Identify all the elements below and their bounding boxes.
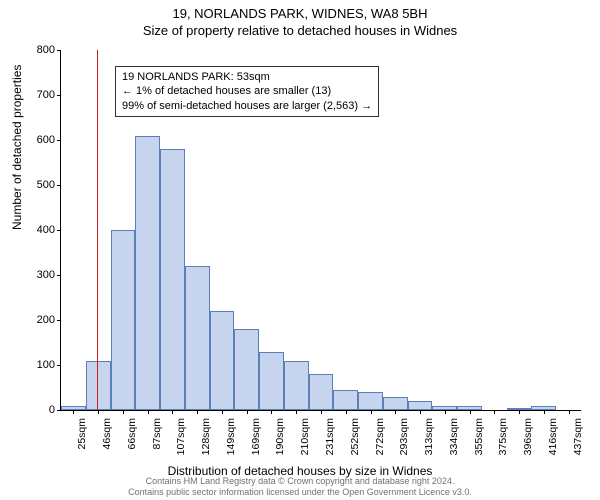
x-tick-label: 128sqm	[200, 418, 212, 455]
info-line-larger: 99% of semi-detached houses are larger (…	[122, 99, 372, 113]
x-tick-mark	[172, 410, 173, 414]
y-tick-mark	[57, 230, 61, 231]
y-tick-label: 400	[23, 224, 55, 236]
x-tick-mark	[197, 410, 198, 414]
y-tick-label: 100	[23, 359, 55, 371]
histogram-bar	[185, 266, 210, 410]
x-tick-mark	[346, 410, 347, 414]
y-tick-mark	[57, 365, 61, 366]
histogram-bar	[284, 361, 309, 411]
x-tick-mark	[73, 410, 74, 414]
x-tick-mark	[123, 410, 124, 414]
y-tick-mark	[57, 140, 61, 141]
histogram-bar	[135, 136, 160, 411]
x-tick-label: 272sqm	[374, 418, 386, 455]
footer-line2: Contains public sector information licen…	[0, 487, 600, 498]
y-tick-mark	[57, 275, 61, 276]
y-tick-mark	[57, 95, 61, 96]
x-tick-label: 210sqm	[299, 418, 311, 455]
x-tick-mark	[445, 410, 446, 414]
x-tick-mark	[420, 410, 421, 414]
y-tick-label: 800	[23, 44, 55, 56]
x-tick-mark	[148, 410, 149, 414]
x-tick-label: 437sqm	[572, 418, 584, 455]
chart-area: 010020030040050060070080025sqm46sqm66sqm…	[60, 50, 580, 410]
x-tick-label: 252sqm	[349, 418, 361, 455]
x-tick-label: 149sqm	[225, 418, 237, 455]
x-tick-label: 87sqm	[151, 418, 163, 450]
y-tick-mark	[57, 410, 61, 411]
y-tick-label: 0	[23, 404, 55, 416]
x-tick-label: 46sqm	[101, 418, 113, 450]
x-tick-mark	[569, 410, 570, 414]
x-tick-label: 355sqm	[473, 418, 485, 455]
x-tick-mark	[222, 410, 223, 414]
property-marker-line	[97, 50, 98, 410]
footer-attribution: Contains HM Land Registry data © Crown c…	[0, 476, 600, 498]
y-axis-label: Number of detached properties	[10, 65, 24, 230]
y-tick-label: 500	[23, 179, 55, 191]
footer-line1: Contains HM Land Registry data © Crown c…	[0, 476, 600, 487]
x-tick-label: 293sqm	[398, 418, 410, 455]
x-tick-label: 25sqm	[76, 418, 88, 450]
y-tick-label: 600	[23, 134, 55, 146]
histogram-bar	[111, 230, 136, 410]
x-tick-label: 334sqm	[448, 418, 460, 455]
x-tick-mark	[371, 410, 372, 414]
y-tick-mark	[57, 185, 61, 186]
y-tick-label: 200	[23, 314, 55, 326]
x-tick-mark	[395, 410, 396, 414]
y-tick-mark	[57, 320, 61, 321]
x-tick-label: 231sqm	[324, 418, 336, 455]
x-tick-mark	[519, 410, 520, 414]
x-tick-label: 313sqm	[423, 418, 435, 455]
x-tick-label: 190sqm	[274, 418, 286, 455]
histogram-bar	[234, 329, 259, 410]
x-tick-label: 416sqm	[547, 418, 559, 455]
info-box: 19 NORLANDS PARK: 53sqm ← 1% of detached…	[115, 66, 379, 117]
y-tick-label: 700	[23, 89, 55, 101]
x-tick-mark	[247, 410, 248, 414]
x-tick-label: 66sqm	[126, 418, 138, 450]
x-tick-label: 169sqm	[250, 418, 262, 455]
x-tick-label: 375sqm	[497, 418, 509, 455]
y-tick-label: 300	[23, 269, 55, 281]
chart-title-address: 19, NORLANDS PARK, WIDNES, WA8 5BH	[0, 0, 600, 21]
chart-title-subtitle: Size of property relative to detached ho…	[0, 21, 600, 38]
x-tick-mark	[296, 410, 297, 414]
histogram-bar	[358, 392, 383, 410]
histogram-bar	[408, 401, 433, 410]
x-tick-mark	[470, 410, 471, 414]
y-tick-mark	[57, 50, 61, 51]
histogram-bar	[259, 352, 284, 411]
x-tick-label: 107sqm	[175, 418, 187, 455]
x-tick-mark	[494, 410, 495, 414]
x-tick-mark	[544, 410, 545, 414]
x-tick-mark	[98, 410, 99, 414]
info-line-smaller: ← 1% of detached houses are smaller (13)	[122, 84, 372, 98]
histogram-bar	[160, 149, 185, 410]
info-line-size: 19 NORLANDS PARK: 53sqm	[122, 70, 372, 84]
x-tick-mark	[271, 410, 272, 414]
histogram-bar	[210, 311, 235, 410]
histogram-bar	[383, 397, 408, 411]
histogram-bar	[333, 390, 358, 410]
histogram-bar	[309, 374, 334, 410]
x-tick-label: 396sqm	[522, 418, 534, 455]
x-tick-mark	[321, 410, 322, 414]
